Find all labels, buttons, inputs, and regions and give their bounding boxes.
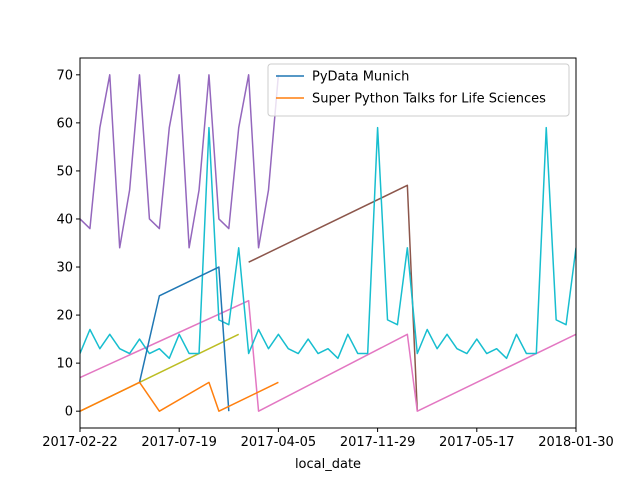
- y-tick-label: 20: [56, 309, 73, 324]
- legend-box: [267, 63, 570, 117]
- series-line-4: [80, 126, 576, 360]
- x-tick-label: 2017-02-22: [42, 435, 118, 450]
- x-tick-label: 2017-07-19: [141, 435, 217, 450]
- y-tick-label: 50: [56, 164, 73, 179]
- y-tick-label: 30: [56, 261, 73, 276]
- y-tick-label: 10: [56, 357, 73, 372]
- legend-label: Super Python Talks for Life Sciences: [312, 92, 546, 107]
- y-tick-label: 40: [56, 212, 73, 227]
- x-axis-label: local_date: [295, 457, 361, 472]
- series-line-super-python-talks-for-life-sciences: [80, 381, 279, 412]
- x-tick-label: 2017-11-29: [340, 435, 416, 450]
- plot-area: [80, 58, 576, 428]
- x-tick-label: 2018-01-30: [538, 435, 614, 450]
- series-line-1: [248, 184, 419, 412]
- series-line-pydata-munich: [138, 266, 230, 412]
- y-tick-label: 70: [56, 68, 73, 83]
- legend-label: PyData Munich: [312, 70, 409, 85]
- series-line-0: [80, 74, 280, 249]
- x-tick-label: 2017-04-05: [241, 435, 317, 450]
- plot-frame: [79, 57, 577, 429]
- y-tick-label: 60: [56, 116, 73, 131]
- series-line-2: [80, 299, 576, 412]
- x-tick-label: 2017-05-17: [439, 435, 515, 450]
- y-tick-label: 0: [65, 405, 73, 420]
